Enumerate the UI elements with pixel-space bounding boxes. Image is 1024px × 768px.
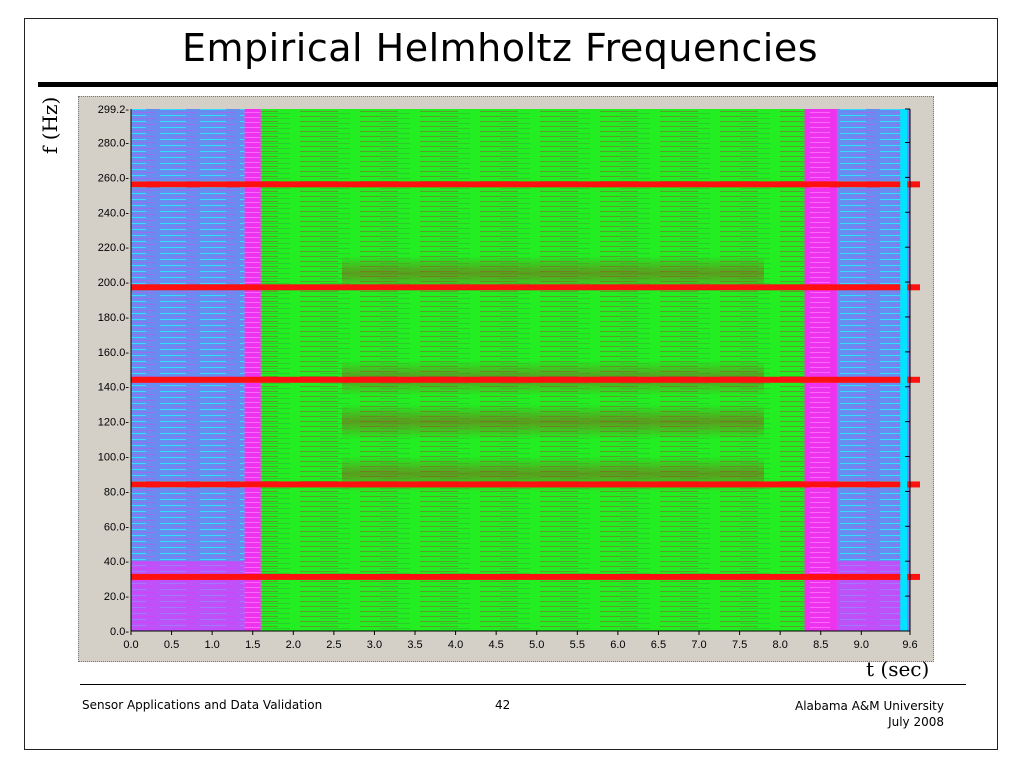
y-tick-label: 20.0- (104, 591, 129, 603)
region-offset (804, 109, 837, 631)
y-tick-label: 0.0- (110, 626, 129, 638)
footer-date: July 2008 (888, 715, 944, 729)
y-tick-label: 100.0- (98, 452, 130, 464)
region-quiet-end (836, 109, 910, 631)
footer-page-number: 42 (495, 698, 511, 712)
x-tick-label: 4.0 (448, 639, 463, 651)
footer-university: Alabama A&M University (795, 699, 944, 713)
x-tick-label: 5.0 (529, 639, 544, 651)
y-tick-label: 160.0- (98, 347, 130, 359)
helmholtz-line-84 (131, 481, 920, 488)
x-tick-label: 2.0 (286, 639, 301, 651)
x-axis-label: t (sec) (866, 657, 930, 681)
x-tick-label: 9.0 (854, 639, 869, 651)
title-underline (38, 82, 998, 87)
y-tick-labels: 0.0- 20.0- 40.0- 60.0- 80.0- 100.0- 120.0- 140.… (98, 104, 910, 638)
y-tick-label: 120.0- (98, 417, 130, 429)
region-quiet-start (131, 109, 245, 631)
helmholtz-line-197 (131, 284, 920, 291)
x-tick-label: 4.5 (489, 639, 504, 651)
slide-title: Empirical Helmholtz Frequencies (181, 26, 819, 70)
x-tick-label: 8.5 (813, 639, 828, 651)
cursor-bar (900, 109, 908, 631)
y-tick-label: 280.0- (98, 137, 130, 149)
x-tick-label: 9.6 (902, 639, 917, 651)
x-tick-label: 1.5 (245, 639, 260, 651)
y-tick-label: 220.0- (98, 242, 130, 254)
y-tick-label: 180.0- (98, 312, 130, 324)
y-axis-label: f (Hz) (38, 96, 62, 154)
y-tick-label: 40.0- (104, 556, 129, 568)
x-tick-label: 3.5 (407, 639, 422, 651)
time-cursor (900, 109, 908, 631)
y-tick-label: 60.0- (104, 521, 129, 533)
helmholtz-lines (131, 181, 920, 580)
footer-rule (80, 684, 966, 685)
x-tick-label: 0.0 (123, 639, 138, 651)
y-tick-label: 240.0- (98, 207, 130, 219)
helmholtz-line-256 (131, 181, 920, 188)
x-tick-label: 0.5 (164, 639, 179, 651)
region-low-freq-end (836, 561, 902, 631)
region-onset (244, 109, 261, 631)
x-tick-label: 8.0 (773, 639, 788, 651)
slide-frame (24, 18, 998, 750)
x-tick-labels: 0.0 0.5 1.0 1.5 2.0 2.5 3.0 3.5 4.0 4.5 5.0 5.5 6.0 6… (123, 631, 918, 651)
energy-band-2 (341, 404, 764, 440)
x-tick-label: 6.5 (651, 639, 666, 651)
x-tick-label: 2.5 (326, 639, 341, 651)
footer-institution: Alabama A&M University July 2008 (795, 698, 944, 730)
y-tick-label: 200.0- (98, 277, 130, 289)
x-tick-label: 7.0 (691, 639, 706, 651)
region-low-freq-start (131, 561, 245, 631)
helmholtz-line-31 (131, 573, 920, 580)
x-tick-label: 6.0 (610, 639, 625, 651)
x-tick-label: 7.5 (732, 639, 747, 651)
x-tick-label: 5.5 (570, 639, 585, 651)
y-tick-label: 260.0- (98, 172, 130, 184)
x-tick-label: 3.0 (367, 639, 382, 651)
footer-course-title: Sensor Applications and Data Validation (82, 698, 323, 712)
helmholtz-line-144 (131, 376, 920, 383)
y-tick-label: 299.2- (98, 104, 130, 116)
y-tick-label: 140.0- (98, 382, 130, 394)
x-tick-label: 1.0 (204, 639, 219, 651)
y-tick-label: 80.0- (104, 486, 129, 498)
